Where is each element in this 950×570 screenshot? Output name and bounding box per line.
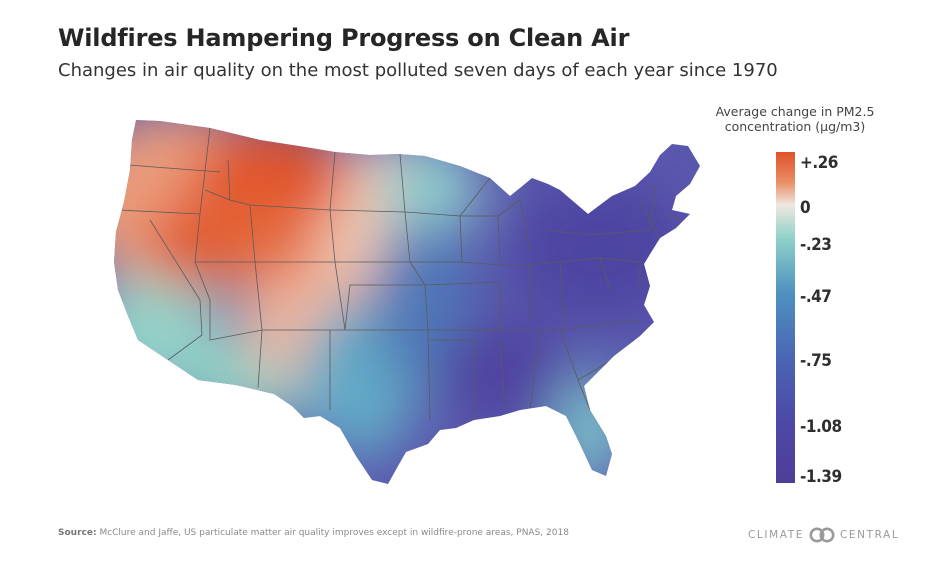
legend-tick-4: -1.08 bbox=[800, 417, 842, 437]
legend-tick-zero: 0 bbox=[800, 198, 811, 218]
chart-title: Wildfires Hampering Progress on Clean Ai… bbox=[58, 24, 630, 52]
brand-left-text: CLIMATE bbox=[748, 529, 804, 541]
brand-right-text: CENTRAL bbox=[839, 529, 900, 541]
source-text: McClure and Jaffe, US particulate matter… bbox=[99, 528, 569, 538]
climate-central-logo: CLIMATE CENTRAL bbox=[748, 526, 899, 544]
pm25-heatmap bbox=[114, 120, 700, 484]
legend-tick-2: -.47 bbox=[800, 287, 832, 307]
legend-tick-min: -1.39 bbox=[800, 467, 842, 487]
source-label: Source: bbox=[58, 528, 97, 538]
legend-title-line1: Average change in PM2.5 bbox=[715, 104, 875, 119]
legend-title: Average change in PM2.5 concentration (μ… bbox=[700, 104, 890, 134]
legend-tick-max: +.26 bbox=[800, 153, 838, 173]
legend-tick-1: -.23 bbox=[800, 235, 832, 255]
legend-color-bar bbox=[776, 152, 795, 483]
chart-subtitle: Changes in air quality on the most pollu… bbox=[58, 60, 778, 81]
source-note: Source: McClure and Jaffe, US particulat… bbox=[58, 528, 569, 538]
legend-tick-3: -.75 bbox=[800, 351, 832, 371]
state-borders bbox=[117, 127, 681, 421]
interlocking-circles-icon bbox=[809, 527, 835, 543]
legend-title-line2: concentration (μg/m3) bbox=[724, 119, 866, 134]
